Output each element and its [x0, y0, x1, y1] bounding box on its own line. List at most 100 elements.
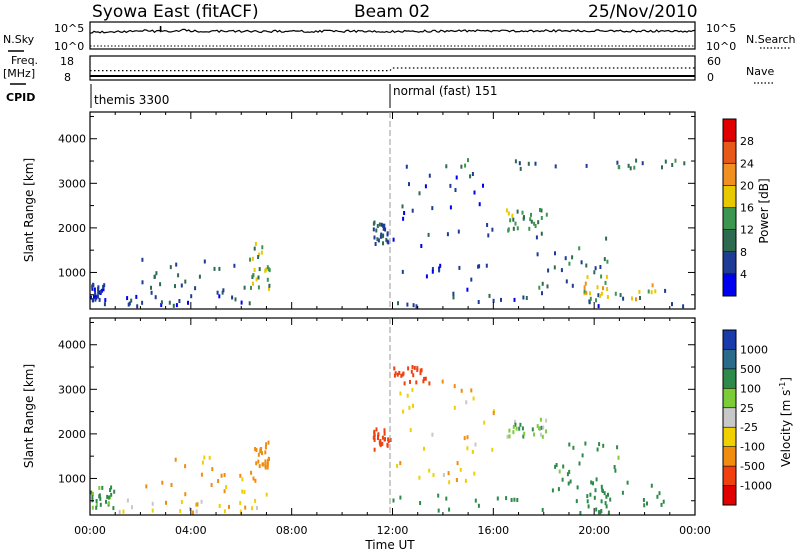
velocity-echo-cell — [496, 496, 499, 501]
power-echo-cell — [378, 222, 381, 227]
power-echo-cell — [184, 279, 187, 284]
power-echo-cell — [218, 294, 221, 299]
power-echo-cell — [175, 262, 178, 267]
velocity-echo-cell — [519, 422, 522, 427]
velocity-echo-cell — [389, 438, 392, 442]
freq-frame — [89, 55, 696, 81]
velocity-echo-cell — [566, 472, 569, 477]
power-echo-cell — [97, 287, 100, 291]
power-echo-cell — [554, 251, 556, 256]
power-echo-cell — [594, 266, 597, 271]
velocity-echo-cell — [203, 455, 206, 460]
velocity-echo-cell — [200, 472, 203, 477]
velocity-echo-cell — [533, 432, 536, 437]
power-echo-cell — [266, 277, 269, 282]
velocity-echo-cell — [453, 384, 456, 389]
power-echo-cell — [218, 266, 221, 271]
velocity-echo-cell — [575, 499, 578, 504]
velocity-echo-cell — [266, 462, 269, 467]
velocity-ytick-label: 3000 — [58, 383, 86, 396]
power-panel: 1000 2000 3000 4000 Slant Range [km] 4 8 12 16… — [22, 111, 771, 310]
power-y-title: Slant Range [km] — [22, 158, 36, 262]
power-echo-cell — [509, 218, 512, 223]
velocity-echo-cell — [399, 391, 402, 396]
power-echo-cell — [597, 304, 600, 309]
freq-unit: [MHz] — [3, 67, 35, 80]
power-echo-cell — [425, 274, 428, 279]
power-cbar-swatch — [723, 273, 736, 297]
velocity-cbar-label: -100 — [740, 441, 765, 454]
power-echo-cell — [488, 293, 491, 298]
velocity-echo-cell — [423, 446, 425, 451]
power-echo-cell — [257, 285, 260, 290]
power-echo-cell — [93, 287, 96, 292]
power-echo-cell — [155, 271, 158, 276]
power-echo-cell — [469, 174, 472, 179]
power-echo-cell — [530, 212, 532, 217]
velocity-echo-cell — [568, 469, 571, 474]
velocity-echo-cell — [266, 465, 269, 470]
velocity-cbar-swatch — [723, 330, 736, 350]
velocity-echo-cell — [118, 509, 121, 514]
power-echo-cell — [405, 164, 408, 169]
velocity-echo-cell — [411, 387, 414, 392]
velocity-echo-cell — [531, 427, 534, 432]
power-echo-cell — [477, 264, 480, 269]
power-echo-cell — [541, 291, 543, 296]
power-echo-cell — [647, 289, 650, 294]
power-echo-cell — [168, 300, 171, 305]
velocity-echo-cell — [413, 365, 416, 370]
velocity-cbar-label: -1000 — [740, 480, 772, 493]
power-cbar-label: 24 — [740, 157, 754, 170]
velocity-echo-cell — [512, 430, 515, 435]
power-echo-cell — [376, 237, 379, 242]
power-echo-cell — [252, 273, 255, 278]
velocity-echo-cell — [516, 498, 519, 502]
velocity-echo-cell — [477, 503, 480, 508]
velocity-echo-cell — [379, 439, 382, 443]
velocity-echo-cell — [514, 419, 517, 424]
velocity-echo-cell — [658, 491, 661, 496]
power-echo-cell — [564, 256, 567, 261]
power-echo-cell — [103, 283, 106, 288]
velocity-echo-cell — [257, 452, 260, 457]
x-tick-label: 00:00 — [74, 524, 106, 537]
nsky-tick-bottom: 10^0 — [54, 40, 84, 53]
power-echo-cell — [159, 282, 162, 287]
velocity-echo-cell — [95, 499, 98, 503]
velocity-echo-cell — [522, 434, 525, 439]
velocity-echo-cell — [241, 477, 244, 482]
power-echo-cell — [382, 241, 384, 246]
velocity-data-cells — [90, 365, 665, 515]
power-echo-cell — [554, 164, 557, 169]
power-echo-cell — [427, 232, 430, 237]
freq-panel: Freq. [MHz] 18 8 60 0 Nave — [3, 54, 774, 85]
velocity-echo-cell — [223, 509, 226, 514]
velocity-echo-cell — [441, 379, 444, 384]
power-echo-cell — [216, 290, 219, 295]
nave-label: Nave — [746, 65, 774, 78]
power-echo-cell — [491, 227, 494, 232]
power-echo-cell — [536, 252, 539, 257]
power-echo-cell — [252, 281, 254, 286]
velocity-echo-cell — [643, 503, 646, 508]
velocity-echo-cell — [95, 503, 98, 507]
power-echo-cell — [641, 161, 644, 166]
power-echo-cell — [534, 224, 537, 228]
velocity-echo-cell — [607, 492, 609, 497]
power-echo-cell — [258, 252, 261, 257]
velocity-echo-cell — [208, 455, 211, 460]
velocity-echo-cell — [180, 500, 183, 504]
velocity-echo-cell — [373, 433, 376, 438]
power-echo-cell — [507, 211, 510, 216]
power-echo-cell — [260, 250, 263, 255]
power-echo-cell — [428, 173, 431, 178]
velocity-echo-cell — [428, 381, 431, 386]
power-echo-cell — [627, 163, 630, 168]
power-echo-cell — [102, 287, 105, 292]
velocity-echo-cell — [109, 495, 111, 500]
power-echo-cell — [382, 226, 385, 231]
velocity-echo-cell — [521, 426, 524, 431]
velocity-echo-cell — [541, 434, 544, 439]
velocity-echo-cell — [539, 417, 542, 422]
